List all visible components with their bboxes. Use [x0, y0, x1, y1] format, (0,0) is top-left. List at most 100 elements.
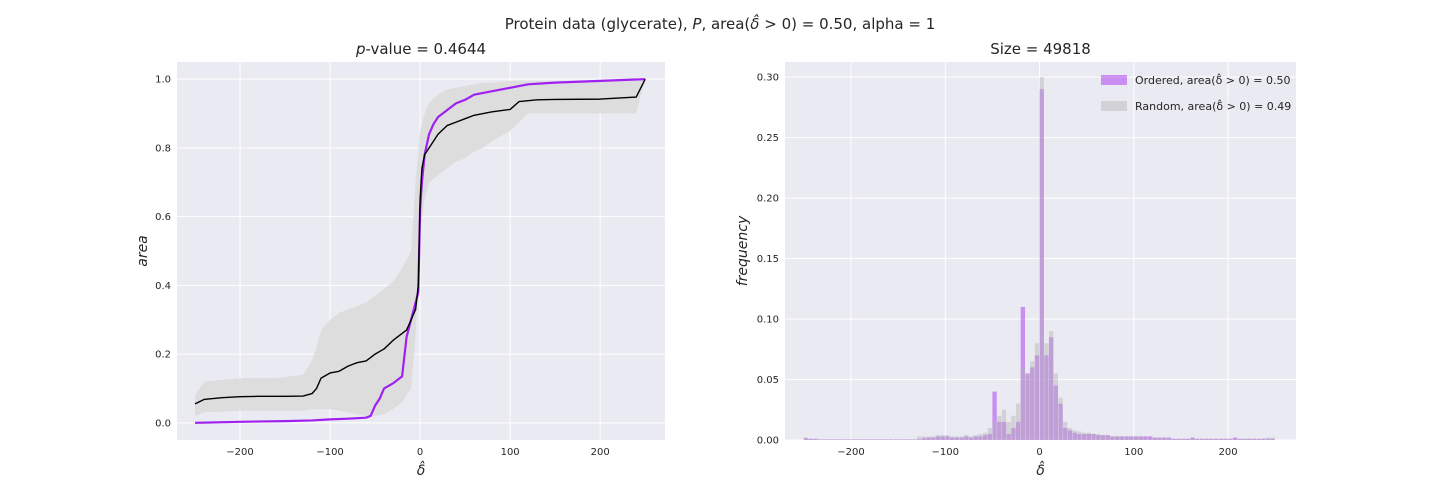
random-bar-65	[1110, 436, 1115, 440]
random-bar-26	[926, 436, 931, 440]
ordered-bar-9	[846, 439, 851, 440]
ordered-bar-8	[841, 439, 846, 440]
random-bar-10	[850, 439, 856, 440]
ordered-bar-62	[1096, 435, 1101, 440]
ordered-bar-43	[1006, 433, 1011, 440]
random-bar-52	[1048, 331, 1054, 440]
right-ytick-label-4: 0.20	[757, 194, 779, 205]
legend-label-ordered: Ordered, area(δ̂ > 0) = 0.50	[1135, 73, 1291, 87]
random-bar-78	[1171, 438, 1176, 440]
ordered-bar-35	[968, 437, 974, 440]
ordered-bar-48	[1030, 367, 1035, 440]
left-ytick-label-4: 0.8	[155, 143, 171, 154]
random-bar-67	[1119, 436, 1125, 440]
ordered-bar-75	[1157, 437, 1162, 440]
ordered-bar-64	[1105, 435, 1110, 440]
ordered-bar-18	[888, 439, 894, 440]
random-bar-40	[992, 421, 997, 440]
ordered-bar-41	[997, 421, 1002, 440]
ordered-bar-77	[1166, 437, 1172, 440]
left-ytick-label-2: 0.4	[155, 281, 171, 292]
random-bar-62	[1096, 433, 1101, 440]
random-bar-28	[935, 435, 941, 440]
right-ytick-label-3: 0.15	[757, 254, 779, 265]
random-bar-59	[1081, 432, 1087, 440]
ordered-bar-28	[935, 436, 941, 440]
random-bar-57	[1072, 430, 1077, 440]
left-title-rest: -value = 0.4644	[365, 40, 486, 58]
random-bar-64	[1105, 435, 1110, 440]
right-histogram-plot: −200 −100 0 100 200 0.00 0.05 0.10 0.15 0.20 0.25 0…	[735, 40, 1296, 479]
ordered-bar-94	[1246, 438, 1252, 440]
ordered-bar-36	[973, 436, 978, 440]
right-title: Size = 49818	[990, 40, 1091, 58]
random-bar-6	[832, 439, 837, 440]
random-bar-30	[945, 435, 950, 440]
ordered-bar-58	[1077, 433, 1082, 440]
random-bar-66	[1114, 436, 1120, 440]
ordered-bar-98	[1265, 438, 1271, 440]
random-bar-47	[1025, 373, 1030, 440]
random-bar-53	[1053, 373, 1059, 440]
ordered-bar-99	[1270, 438, 1275, 440]
ordered-bar-37	[978, 436, 983, 440]
ordered-bar-54	[1058, 403, 1063, 440]
random-bar-54	[1058, 397, 1063, 440]
ordered-bar-19	[893, 439, 898, 440]
suptitle-prefix: Protein data (glycerate),	[505, 15, 693, 33]
ordered-bar-72	[1143, 436, 1148, 440]
random-bar-98	[1265, 437, 1271, 440]
random-bar-63	[1100, 435, 1106, 440]
left-area-plot: −200 −100 0 100 200 0.0 0.2 0.4 0.6 0.8 1.0 p-value…	[135, 40, 665, 479]
left-title: p-value = 0.4644	[355, 40, 486, 58]
random-bar-81	[1185, 438, 1191, 440]
left-xlabel: δ̂	[417, 460, 426, 479]
random-bar-84	[1199, 438, 1205, 440]
ordered-bar-59	[1081, 433, 1087, 440]
random-bar-19	[893, 439, 898, 440]
right-xtick-label-4: 200	[1219, 447, 1238, 458]
left-marks	[194, 78, 646, 424]
left-xtick-label-2: 0	[417, 447, 423, 458]
ordered-bar-50	[1039, 89, 1044, 440]
right-ytick-label-5: 0.25	[757, 133, 779, 144]
left-ytick-label-5: 1.0	[155, 75, 171, 86]
random-bar-27	[931, 436, 936, 440]
ordered-bar-74	[1152, 437, 1158, 440]
ordered-bar-63	[1100, 435, 1106, 440]
ordered-bar-38	[982, 435, 988, 440]
ordered-bar-93	[1242, 438, 1247, 440]
random-bar-71	[1138, 436, 1143, 440]
ordered-bar-11	[855, 439, 861, 440]
random-bar-24	[916, 436, 922, 440]
ordered-bar-3	[817, 439, 823, 440]
random-bar-43	[1006, 421, 1011, 440]
ordered-bar-51	[1044, 355, 1049, 440]
ordered-bar-25	[921, 438, 927, 440]
right-xtick-label-0: −200	[837, 447, 864, 458]
random-bar-48	[1030, 361, 1035, 440]
suptitle-suffix: > 0) = 0.50, alpha = 1	[759, 15, 935, 33]
ordered-bar-42	[1001, 421, 1007, 440]
random-bar-76	[1162, 437, 1167, 440]
random-bar-70	[1133, 436, 1139, 440]
random-bar-56	[1067, 427, 1073, 440]
ordered-bar-44	[1011, 427, 1016, 440]
ordered-bar-30	[945, 436, 950, 440]
ordered-bar-91	[1232, 437, 1238, 440]
ordered-bar-69	[1129, 436, 1134, 440]
ordered-bar-89	[1223, 438, 1228, 440]
ordered-bar-46	[1020, 306, 1026, 440]
random-bar-20	[898, 439, 903, 440]
random-bar-51	[1044, 343, 1049, 440]
left-xtick-label-0: −200	[226, 447, 253, 458]
ordered-bar-17	[883, 439, 889, 440]
random-bar-97	[1261, 438, 1266, 440]
random-bar-2	[813, 438, 818, 440]
suptitle-p-symbol: P	[692, 15, 702, 33]
ordered-bar-40	[992, 391, 997, 440]
random-bar-17	[883, 439, 889, 440]
random-bar-42	[1001, 409, 1007, 440]
random-bar-1	[808, 438, 813, 440]
ordered-bar-13	[865, 439, 870, 440]
